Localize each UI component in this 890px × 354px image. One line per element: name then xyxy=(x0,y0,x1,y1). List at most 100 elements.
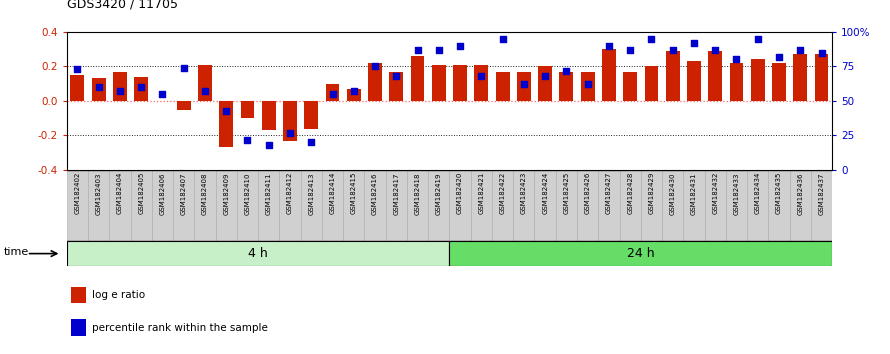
Text: GSM182419: GSM182419 xyxy=(436,172,441,215)
Point xyxy=(240,137,255,142)
Text: GSM182418: GSM182418 xyxy=(415,172,421,215)
Point xyxy=(283,130,297,136)
Bar xyxy=(432,65,446,101)
Bar xyxy=(644,67,659,101)
Point xyxy=(92,84,106,90)
Text: percentile rank within the sample: percentile rank within the sample xyxy=(92,322,268,332)
Bar xyxy=(131,170,152,241)
Point xyxy=(538,73,553,79)
Text: GSM182428: GSM182428 xyxy=(627,172,633,215)
Bar xyxy=(262,101,276,130)
Bar xyxy=(496,72,509,101)
Point xyxy=(219,108,233,113)
Text: 24 h: 24 h xyxy=(627,247,655,259)
Bar xyxy=(173,170,194,241)
Bar xyxy=(410,56,425,101)
Text: GSM182417: GSM182417 xyxy=(393,172,400,215)
Text: GSM182404: GSM182404 xyxy=(117,172,123,215)
Text: GSM182437: GSM182437 xyxy=(819,172,824,215)
Bar xyxy=(326,84,339,101)
Bar xyxy=(471,170,492,241)
Text: GSM182416: GSM182416 xyxy=(372,172,378,215)
Text: GSM182425: GSM182425 xyxy=(563,172,570,214)
Bar xyxy=(240,101,255,118)
Bar xyxy=(194,170,215,241)
Bar xyxy=(514,170,535,241)
Bar xyxy=(492,170,514,241)
Text: GSM182406: GSM182406 xyxy=(159,172,166,215)
Bar xyxy=(449,241,832,266)
Bar xyxy=(684,170,705,241)
Bar xyxy=(219,101,233,148)
Bar xyxy=(428,170,449,241)
Point xyxy=(750,36,765,42)
Point xyxy=(644,36,659,42)
Bar xyxy=(67,241,449,266)
Bar xyxy=(517,72,530,101)
Bar xyxy=(364,170,385,241)
Text: GSM182414: GSM182414 xyxy=(329,172,336,215)
Bar xyxy=(198,65,212,101)
Point xyxy=(814,50,829,56)
Bar xyxy=(793,54,807,101)
Text: GSM182422: GSM182422 xyxy=(499,172,506,214)
Bar xyxy=(789,170,811,241)
Bar xyxy=(304,101,318,129)
Text: GSM182426: GSM182426 xyxy=(585,172,591,215)
Text: GSM182421: GSM182421 xyxy=(478,172,484,215)
Point xyxy=(708,47,723,53)
Text: GSM182424: GSM182424 xyxy=(542,172,548,214)
Bar xyxy=(70,319,86,336)
Bar xyxy=(347,89,360,101)
Bar xyxy=(385,170,407,241)
Bar xyxy=(322,170,344,241)
Bar xyxy=(623,72,637,101)
Text: GSM182423: GSM182423 xyxy=(521,172,527,215)
Bar xyxy=(390,72,403,101)
Point xyxy=(580,81,595,87)
Text: GSM182402: GSM182402 xyxy=(75,172,80,215)
Text: GSM182409: GSM182409 xyxy=(223,172,230,215)
Bar xyxy=(535,170,555,241)
Text: GSM182430: GSM182430 xyxy=(669,172,676,215)
Point xyxy=(113,88,127,94)
Bar xyxy=(705,170,726,241)
Text: GSM182432: GSM182432 xyxy=(712,172,718,215)
Point xyxy=(793,47,807,53)
Bar xyxy=(687,61,700,101)
Bar xyxy=(598,170,619,241)
Point xyxy=(134,84,149,90)
Point xyxy=(623,47,637,53)
Point xyxy=(156,91,170,97)
Bar xyxy=(538,67,552,101)
Bar xyxy=(751,59,765,101)
Text: GSM182436: GSM182436 xyxy=(797,172,804,215)
Bar xyxy=(453,65,467,101)
Bar xyxy=(301,170,322,241)
Point xyxy=(772,54,786,59)
Point xyxy=(474,73,489,79)
Point xyxy=(453,43,467,48)
Text: GSM182405: GSM182405 xyxy=(138,172,144,215)
Point xyxy=(368,64,382,69)
Text: GSM182413: GSM182413 xyxy=(308,172,314,215)
Text: GSM182407: GSM182407 xyxy=(181,172,187,215)
Bar xyxy=(768,170,789,241)
Bar xyxy=(152,170,173,241)
Bar xyxy=(88,170,109,241)
Text: GSM182415: GSM182415 xyxy=(351,172,357,215)
Text: 4 h: 4 h xyxy=(248,247,268,259)
Bar xyxy=(641,170,662,241)
Text: GSM182411: GSM182411 xyxy=(266,172,271,215)
Point xyxy=(347,88,361,94)
Point xyxy=(410,47,425,53)
Point xyxy=(666,47,680,53)
Text: GSM182435: GSM182435 xyxy=(776,172,782,215)
Bar xyxy=(555,170,577,241)
Point xyxy=(517,81,531,87)
Point xyxy=(262,142,276,148)
Bar xyxy=(109,170,131,241)
Bar xyxy=(560,72,573,101)
Bar xyxy=(237,170,258,241)
Bar xyxy=(368,63,382,101)
